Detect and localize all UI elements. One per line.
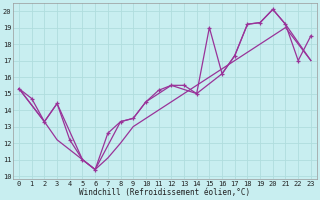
X-axis label: Windchill (Refroidissement éolien,°C): Windchill (Refroidissement éolien,°C) xyxy=(79,188,251,197)
